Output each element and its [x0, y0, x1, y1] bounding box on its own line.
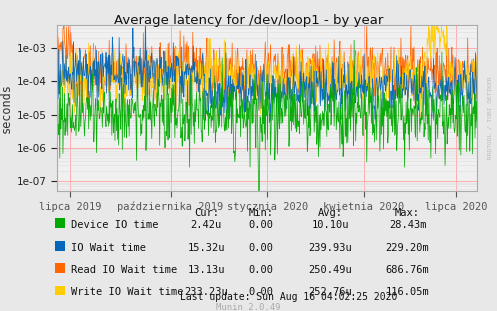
Text: 0.00: 0.00 [248, 220, 273, 230]
Text: 229.20m: 229.20m [386, 243, 429, 253]
Text: Munin 2.0.49: Munin 2.0.49 [216, 304, 281, 311]
Text: 0.00: 0.00 [248, 243, 273, 253]
Text: 239.93u: 239.93u [309, 243, 352, 253]
Text: 15.32u: 15.32u [187, 243, 225, 253]
Text: Max:: Max: [395, 208, 420, 218]
Text: Read IO Wait time: Read IO Wait time [71, 265, 177, 275]
Text: 10.10u: 10.10u [312, 220, 349, 230]
Text: Write IO Wait time: Write IO Wait time [71, 287, 183, 297]
Text: 686.76m: 686.76m [386, 265, 429, 275]
Text: 13.13u: 13.13u [187, 265, 225, 275]
Text: Avg:: Avg: [318, 208, 343, 218]
Text: Cur:: Cur: [194, 208, 219, 218]
Text: IO Wait time: IO Wait time [71, 243, 146, 253]
Text: 28.43m: 28.43m [389, 220, 426, 230]
Text: 116.05m: 116.05m [386, 287, 429, 297]
Text: Last update: Sun Aug 16 04:02:25 2020: Last update: Sun Aug 16 04:02:25 2020 [179, 292, 397, 302]
Text: Min:: Min: [248, 208, 273, 218]
Text: Average latency for /dev/loop1 - by year: Average latency for /dev/loop1 - by year [114, 14, 383, 27]
Y-axis label: seconds: seconds [0, 83, 13, 133]
Text: 0.00: 0.00 [248, 287, 273, 297]
Text: 252.76u: 252.76u [309, 287, 352, 297]
Text: 0.00: 0.00 [248, 265, 273, 275]
Text: Device IO time: Device IO time [71, 220, 159, 230]
Text: 2.42u: 2.42u [191, 220, 222, 230]
Text: 233.23u: 233.23u [184, 287, 228, 297]
Text: 250.49u: 250.49u [309, 265, 352, 275]
Text: RRDTOOL / TOBI OETIKER: RRDTOOL / TOBI OETIKER [487, 77, 492, 160]
